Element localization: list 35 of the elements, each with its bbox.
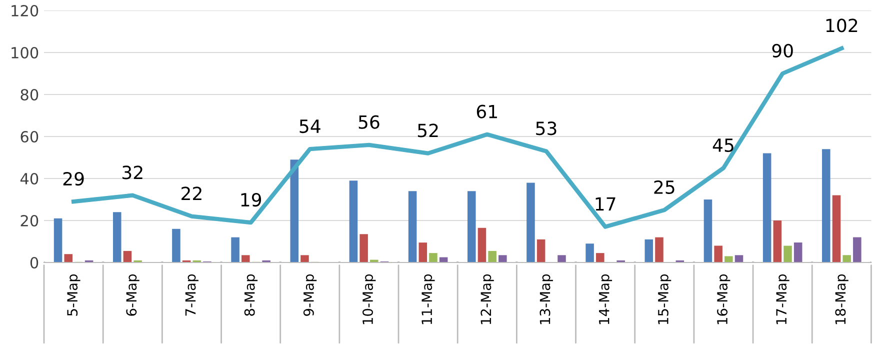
y-tick-label: 40 (20, 172, 38, 185)
data-label: 90 (772, 44, 793, 58)
y-tick-label: 0 (30, 256, 38, 269)
data-label: 22 (182, 186, 202, 200)
x-tick-label: 18-Мар (835, 274, 848, 324)
x-tick-label: 6-Мар (126, 274, 140, 316)
x-tick-label: 17-Мар (776, 274, 790, 324)
x-tick-label: 7-Мар (185, 274, 198, 316)
data-label: 54 (300, 120, 320, 134)
x-tick-label: 10-Мар (362, 274, 376, 324)
x-tick-label: 9-Мар (303, 274, 317, 316)
data-label: 56 (358, 115, 380, 129)
data-label: 61 (476, 104, 497, 118)
x-tick-label: 13-Мар (540, 274, 553, 324)
data-label: 29 (63, 172, 84, 186)
y-tick-label: 60 (20, 130, 38, 143)
x-tick-label: 12-Мар (480, 274, 494, 324)
data-label: 45 (712, 138, 734, 152)
x-tick-label: 14-Мар (599, 274, 612, 324)
data-label: 19 (241, 192, 262, 207)
data-label: 32 (122, 166, 142, 180)
data-label: 52 (418, 124, 438, 138)
x-tick-label: 11-Мар (422, 274, 435, 324)
y-tick-label: 20 (20, 214, 38, 227)
x-tick-label: 5-Мар (67, 274, 80, 316)
data-label: 53 (536, 122, 556, 136)
data-label: 102 (826, 18, 858, 32)
y-tick-label: 80 (20, 88, 38, 101)
y-tick-label: 120 (12, 4, 38, 17)
x-tick-label: 8-Мар (244, 274, 258, 316)
data-label: 17 (596, 197, 616, 211)
data-label: 25 (654, 180, 674, 194)
y-tick-label: 100 (12, 46, 38, 59)
x-tick-label: 15-Мар (658, 274, 672, 324)
x-tick-label: 16-Мар (717, 274, 730, 324)
